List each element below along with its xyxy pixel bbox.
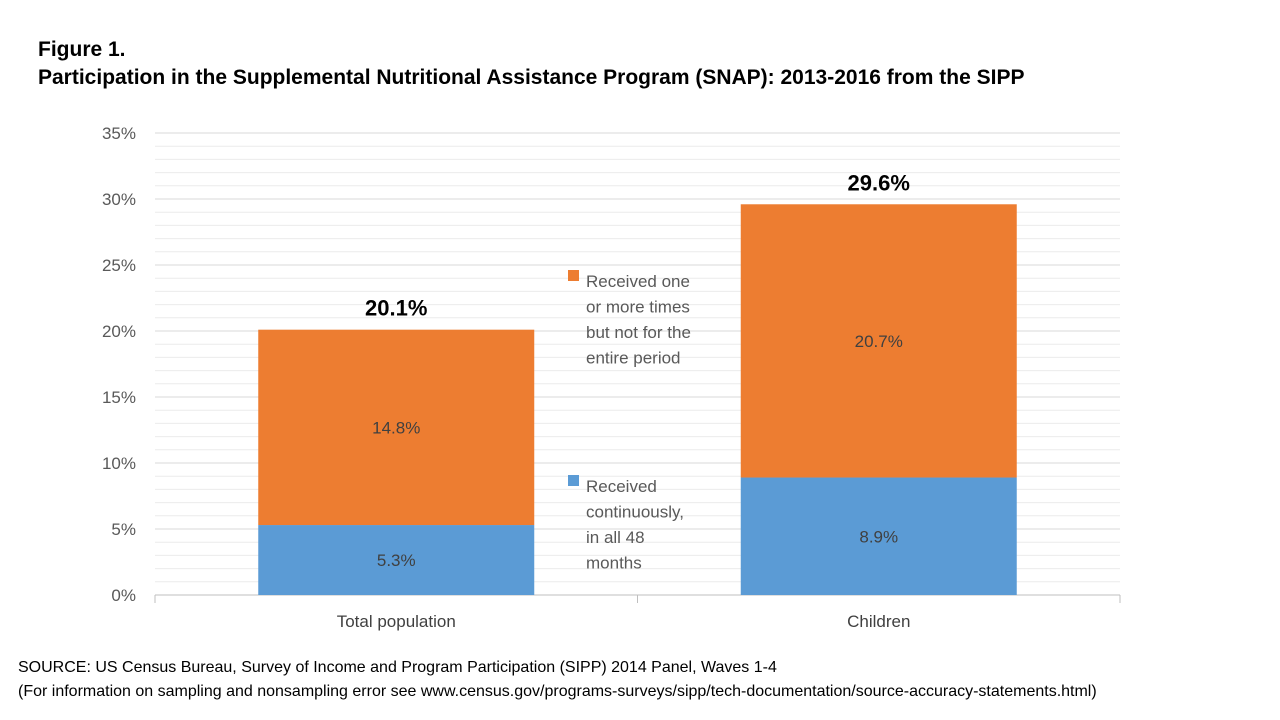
y-tick-label: 15% [102, 388, 136, 407]
legend-label: but not for the [586, 323, 691, 342]
legend-label: months [586, 554, 642, 573]
category-label: Total population [337, 612, 456, 631]
y-tick-label: 10% [102, 454, 136, 473]
legend-label: continuously, [586, 503, 684, 522]
bar-segment [258, 525, 535, 595]
legend-swatch [568, 475, 579, 486]
legend-swatch [568, 270, 579, 281]
y-tick-label: 35% [102, 124, 136, 143]
data-label: 8.9% [859, 527, 898, 546]
bar-segment [740, 477, 1017, 595]
y-tick-label: 0% [111, 586, 136, 605]
y-tick-label: 5% [111, 520, 136, 539]
bar-segment [258, 329, 535, 526]
category-label: Children [847, 612, 910, 631]
y-tick-label: 20% [102, 322, 136, 341]
bar-segment [740, 204, 1017, 478]
figure-title: Participation in the Supplemental Nutrit… [38, 66, 1025, 89]
source-line-2: (For information on sampling and nonsamp… [18, 683, 1097, 700]
source-note: SOURCE: US Census Bureau, Survey of Inco… [18, 656, 1097, 704]
chart: 0% 5% 10% 15% 20% 25% 30% 35% 5.3% 14.8% 20.1% Tota… [102, 124, 1121, 631]
legend-label: Received [586, 477, 657, 496]
legend-label: entire period [586, 349, 681, 368]
figure-label: Figure 1. [38, 38, 126, 61]
source-line-1: SOURCE: US Census Bureau, Survey of Inco… [18, 659, 777, 676]
legend-label: Received one [586, 272, 690, 291]
y-tick-label: 30% [102, 190, 136, 209]
chart-title-block: Figure 1. Participation in the Supplemen… [38, 36, 1024, 92]
data-label: 5.3% [377, 551, 416, 570]
y-tick-label: 25% [102, 256, 136, 275]
legend-label: in all 48 [586, 528, 645, 547]
total-label: 29.6% [848, 170, 910, 195]
legend-label: or more times [586, 298, 690, 317]
data-label: 14.8% [372, 418, 420, 437]
data-label: 20.7% [855, 332, 903, 351]
total-label: 20.1% [365, 296, 427, 321]
